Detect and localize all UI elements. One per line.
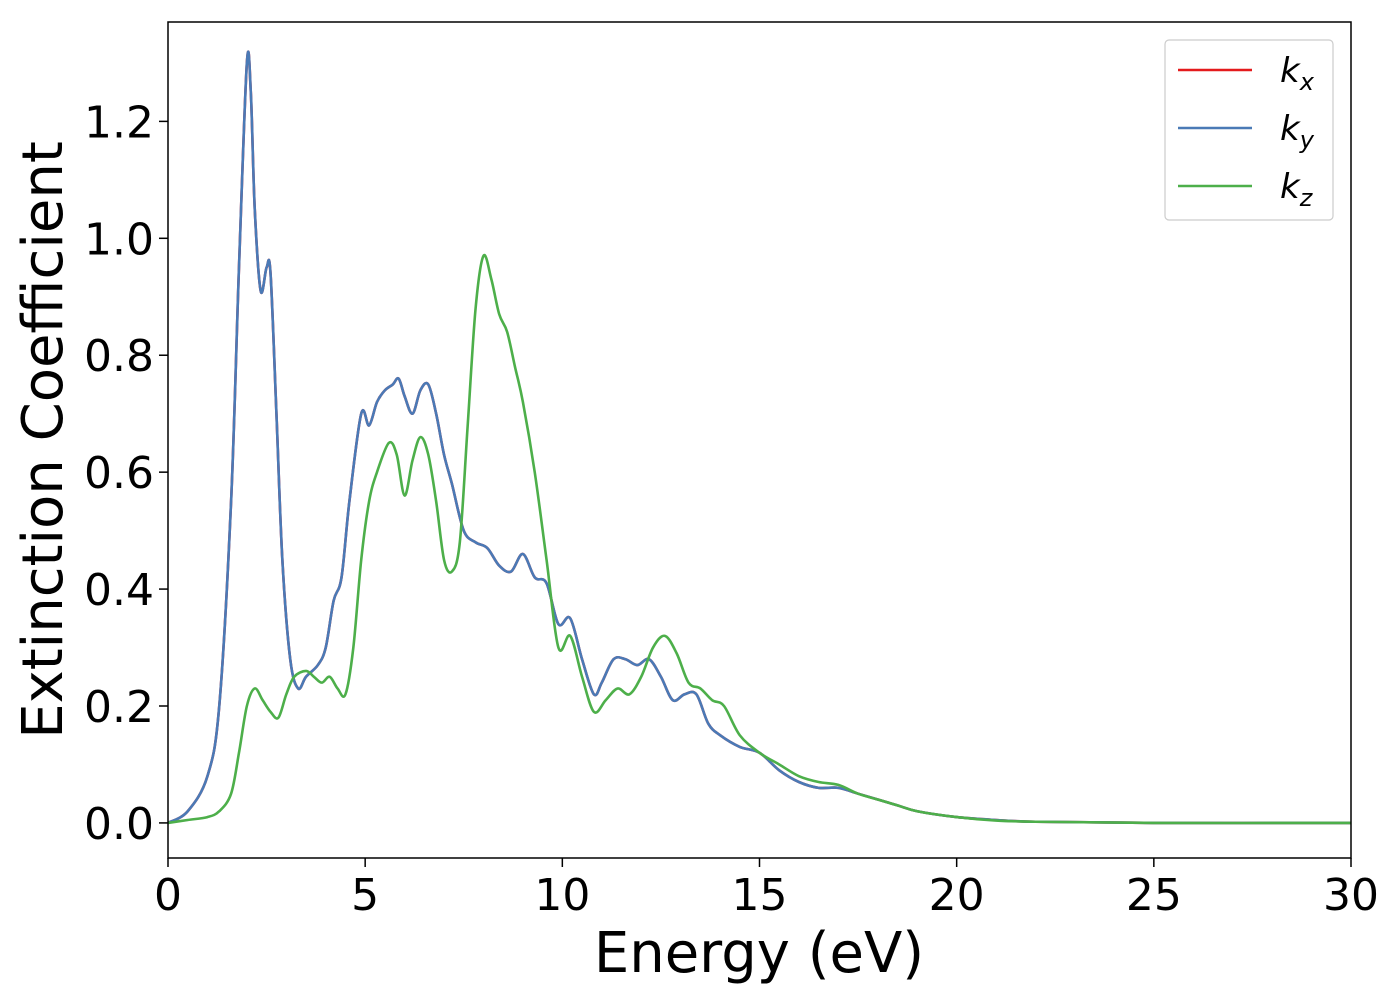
legend-label-kx: kx xyxy=(1280,51,1315,96)
series-layer xyxy=(168,50,1351,825)
legend-label-kz: kz xyxy=(1280,167,1314,212)
x-tick-label: 15 xyxy=(732,870,788,921)
legend: kx ky kz xyxy=(1164,39,1334,221)
y-tick-label: 0.8 xyxy=(84,331,154,382)
x-tick-label: 0 xyxy=(154,870,182,921)
plot-area xyxy=(168,22,1351,858)
series-line-ky xyxy=(168,50,1351,825)
x-tick-label: 30 xyxy=(1323,870,1379,921)
x-tick-label: 5 xyxy=(351,870,379,921)
x-axis-title: Energy (eV) xyxy=(594,921,924,986)
series-line-kz xyxy=(168,253,1351,825)
y-tick-label: 0.2 xyxy=(84,682,154,733)
x-tick-label: 10 xyxy=(534,870,590,921)
y-tick-label: 0.4 xyxy=(84,565,154,616)
y-tick-label: 1.0 xyxy=(84,214,154,265)
legend-label-ky: ky xyxy=(1280,109,1315,154)
x-tick-label: 20 xyxy=(929,870,985,921)
y-tick-label: 0.6 xyxy=(84,448,154,499)
y-tick-label: 1.2 xyxy=(84,97,154,148)
x-tick-label: 25 xyxy=(1126,870,1182,921)
legend-frame xyxy=(1164,39,1334,221)
y-axis-title: Extinction Coefficient xyxy=(11,141,76,739)
y-axis: 0.0 0.2 0.4 0.6 0.8 1.0 1.2 xyxy=(84,97,168,850)
x-axis: 0 5 10 15 20 25 30 xyxy=(154,858,1379,921)
y-tick-label: 0.0 xyxy=(84,799,154,850)
